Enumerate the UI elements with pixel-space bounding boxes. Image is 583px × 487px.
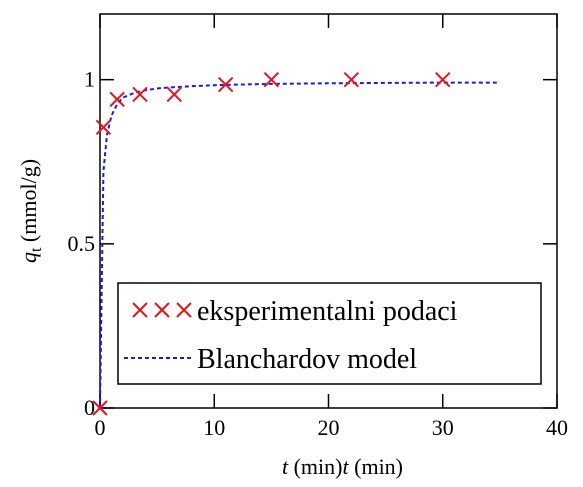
x-tick-label: 0: [95, 415, 106, 440]
y-axis-label: qt (mmol/g): [16, 159, 45, 263]
data-point: [166, 86, 182, 103]
y-tick-label: 1: [84, 67, 95, 92]
x-marker-stroke: [132, 86, 148, 103]
x-axis-label-unit-repeat: (min): [349, 454, 403, 479]
legend-marker-x: [176, 302, 192, 318]
x-axis-label: t (min)t (min): [282, 454, 403, 479]
x-marker-stroke: [435, 71, 451, 88]
legend-marker-x: [154, 302, 170, 318]
x-axis-ticks: 0 10 20 30 40: [95, 14, 568, 440]
legend-marker-x: [132, 302, 148, 318]
x-marker-stroke: [95, 119, 112, 135]
data-point: [109, 91, 125, 108]
x-tick-label: 40: [546, 415, 568, 440]
x-marker-stroke: [217, 76, 234, 93]
legend-label: Blanchardov model: [197, 344, 417, 375]
y-axis-label-subscript: t: [28, 247, 45, 252]
series-layer: [92, 71, 500, 416]
x-tick-label: 10: [203, 415, 225, 440]
x-marker-stroke: [132, 302, 148, 318]
x-marker-stroke: [176, 302, 192, 318]
plot-area: 0 10 20 30 40 00.51: [68, 13, 568, 440]
y-axis-label-unit: (mmol/g): [16, 159, 41, 248]
legend-items: eksperimentalni podaci Blanchardov model: [124, 296, 458, 375]
x-marker-stroke: [154, 302, 170, 318]
y-tick-label: 0: [84, 395, 95, 420]
data-point: [435, 71, 451, 88]
data-point: [217, 76, 234, 93]
model-line: [99, 81, 500, 409]
data-point: [132, 86, 148, 103]
y-axis-label-var: q: [16, 252, 41, 263]
x-marker-stroke: [166, 86, 182, 103]
x-axis-label-var-repeat: t: [343, 454, 350, 479]
data-point: [263, 71, 280, 88]
y-axis-ticks: 00.51: [68, 67, 557, 420]
data-point: [343, 71, 360, 88]
y-tick-label: 0.5: [68, 231, 96, 256]
legend: eksperimentalni podaci Blanchardov model: [117, 282, 542, 385]
legend-box: [117, 282, 542, 385]
x-tick-label: 20: [318, 415, 340, 440]
x-axis-label-unit: (min): [288, 454, 342, 479]
x-marker-stroke: [343, 71, 360, 88]
data-point: [95, 119, 112, 135]
x-marker-stroke: [109, 91, 125, 108]
x-marker-stroke: [263, 71, 280, 88]
legend-label: eksperimentalni podaci: [197, 296, 458, 327]
x-tick-label: 30: [432, 415, 454, 440]
x-marker-stroke: [92, 400, 108, 416]
data-point: [92, 400, 108, 416]
x-axis-label-var: t: [282, 454, 289, 479]
